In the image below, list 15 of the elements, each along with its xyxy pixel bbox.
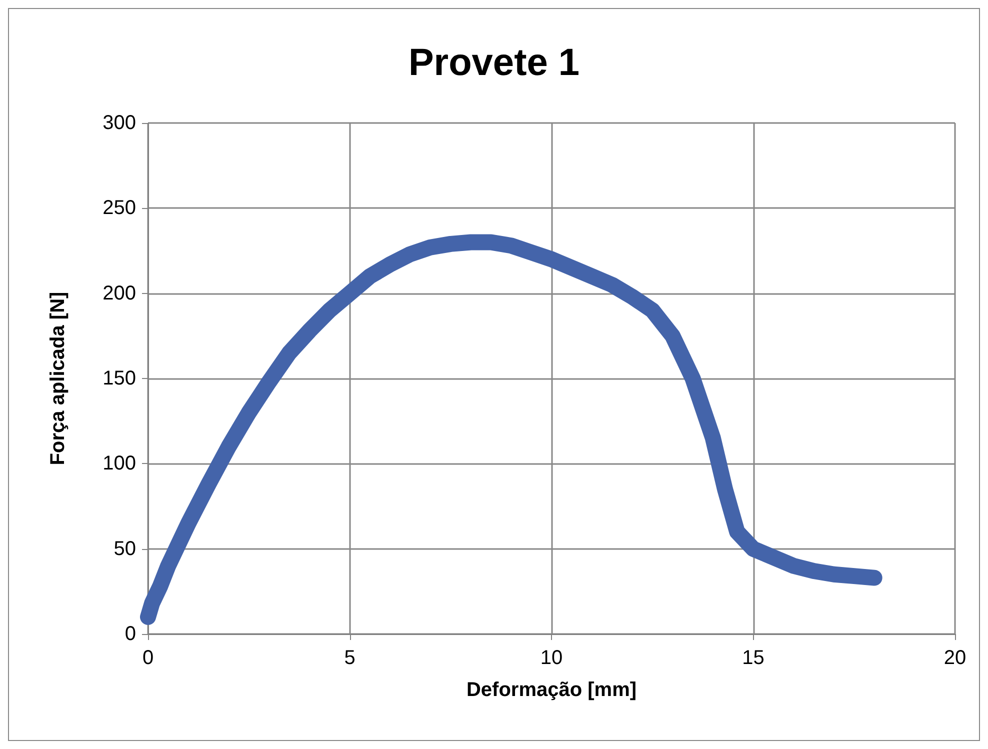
y-tick-label: 150 <box>102 368 136 390</box>
x-tick-label: 15 <box>742 647 764 669</box>
y-tick-label: 0 <box>124 623 136 645</box>
y-tick-label: 100 <box>102 452 136 475</box>
x-tick-label: 20 <box>944 647 966 669</box>
x-tick-label: 10 <box>540 647 563 669</box>
y-tick-label: 200 <box>102 282 136 304</box>
x-tick-label: 0 <box>142 647 154 669</box>
x-tick-label: 5 <box>344 647 356 669</box>
y-axis-title: Força aplicada [N] <box>47 292 69 466</box>
y-tick-label: 250 <box>102 197 136 220</box>
x-axis-title: Deformação [mm] <box>466 679 637 701</box>
y-tick-label: 50 <box>114 538 136 560</box>
y-tick-label: 300 <box>102 112 136 134</box>
chart-title: Provete 1 <box>408 42 580 84</box>
